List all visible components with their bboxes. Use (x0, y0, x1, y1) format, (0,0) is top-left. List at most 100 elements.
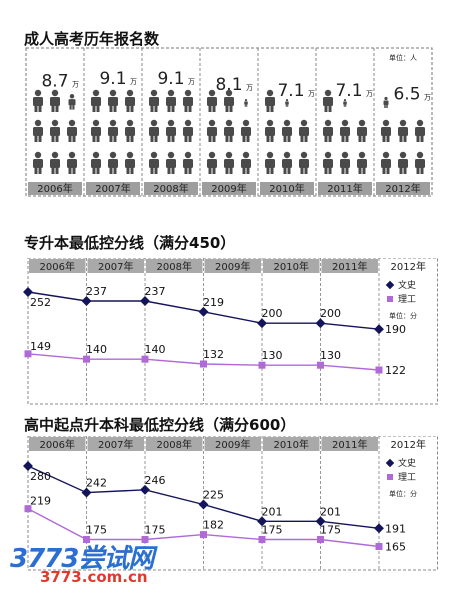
person-body (265, 97, 275, 106)
person-leg-left (242, 168, 246, 174)
person-leg-left (399, 136, 403, 142)
person-body (340, 159, 350, 168)
chart2-year-label: 2007年 (98, 260, 133, 273)
person-leg-left (150, 136, 154, 142)
person-icon (125, 89, 135, 112)
person-body (108, 159, 118, 168)
chart1-pictogram-5 (323, 89, 367, 174)
person-head (184, 119, 192, 127)
person-body (282, 127, 292, 136)
person-leg-left (109, 168, 113, 174)
chart1-year-band (202, 182, 256, 195)
person-leg-left (266, 106, 270, 112)
person-body (183, 159, 193, 168)
person-leg-right (55, 106, 59, 112)
person-leg-right (420, 136, 424, 142)
person-leg-left (51, 106, 55, 112)
person-icon (108, 119, 118, 142)
chart3-data-label: 175 (145, 524, 166, 537)
chart1-pictogram-3 (207, 89, 251, 174)
person-head (208, 89, 216, 97)
chart2-point-ligong (317, 361, 324, 369)
person-leg-right (38, 106, 42, 112)
person-icon (50, 89, 60, 112)
person-icon (224, 119, 234, 142)
registration-pictogram-chart: 单位：人 2006年 8.7 万 2007年 9.1 万 2008年 9.1 万 2009年 8.1 万… (25, 47, 433, 197)
chart2-legend-marker-ligong (387, 296, 393, 302)
person-leg-right (270, 136, 274, 142)
person-head (358, 151, 366, 159)
person-head (51, 151, 59, 159)
person-head (92, 119, 100, 127)
chart1-value-suffix: 万 (130, 78, 137, 86)
person-leg-right (403, 136, 407, 142)
person-head (69, 94, 75, 99)
person-leg-right (38, 168, 42, 174)
person-leg-left (225, 136, 229, 142)
person-body (265, 127, 275, 136)
chart2-data-label: 130 (320, 349, 341, 362)
chart1-year-band (144, 182, 198, 195)
person-leg-right (72, 136, 76, 142)
chart3-data-label: 182 (203, 519, 224, 532)
person-head (68, 151, 76, 159)
person-icon (244, 99, 248, 107)
person-head (34, 89, 42, 97)
person-head (324, 119, 332, 127)
person-body (149, 127, 159, 136)
person-icon (67, 119, 77, 142)
person-leg-right (154, 136, 158, 142)
person-leg-left (324, 168, 328, 174)
person-head (109, 151, 117, 159)
chart1-value-label: 9.1 (157, 69, 184, 89)
chart2-data-label: 149 (30, 340, 51, 353)
person-icon (108, 89, 118, 112)
person-leg-right (328, 106, 332, 112)
person-body (33, 97, 43, 106)
chart1-value-suffix: 万 (188, 78, 195, 86)
chart3-year-band (146, 437, 203, 451)
chart1-year-label: 2007年 (95, 182, 130, 195)
person-head (225, 119, 233, 127)
chart1-value-suffix: 万 (72, 80, 79, 88)
person-leg-left (69, 105, 72, 110)
chart3-year-band (204, 437, 261, 451)
person-head (208, 119, 216, 127)
person-head (382, 151, 390, 159)
person-leg-right (171, 106, 175, 112)
person-leg-right (154, 106, 158, 112)
person-body (265, 159, 275, 168)
person-leg-right (113, 168, 117, 174)
person-leg-right (304, 136, 308, 142)
chart3-year-band (321, 437, 378, 451)
person-body (125, 97, 135, 106)
person-head (150, 151, 158, 159)
chart2-point-wenshi (374, 324, 384, 335)
person-leg-left (341, 168, 345, 174)
person-leg-right (38, 136, 42, 142)
person-icon (207, 119, 217, 142)
person-leg-left (324, 136, 328, 142)
person-leg-left (92, 106, 96, 112)
person-head (167, 119, 175, 127)
person-leg-right (304, 168, 308, 174)
person-head (34, 119, 42, 127)
person-head (341, 151, 349, 159)
person-leg-right (386, 105, 388, 108)
person-icon (149, 89, 159, 112)
chart3-data-label: 242 (86, 477, 107, 490)
chart2-data-label: 130 (262, 349, 283, 362)
person-icon (50, 119, 60, 142)
person-leg-left (208, 136, 212, 142)
chart1-year-label: 2009年 (211, 182, 246, 195)
person-icon (50, 151, 60, 174)
chart3-data-label: 175 (262, 524, 283, 537)
person-leg-right (287, 168, 291, 174)
person-leg-left (208, 168, 212, 174)
person-icon (207, 151, 217, 174)
chart3-data-label: 225 (203, 489, 224, 502)
chart2-frame (27, 258, 438, 405)
person-leg-right (130, 168, 134, 174)
person-leg-right (229, 168, 233, 174)
chart1-pictogram-0 (33, 89, 77, 174)
